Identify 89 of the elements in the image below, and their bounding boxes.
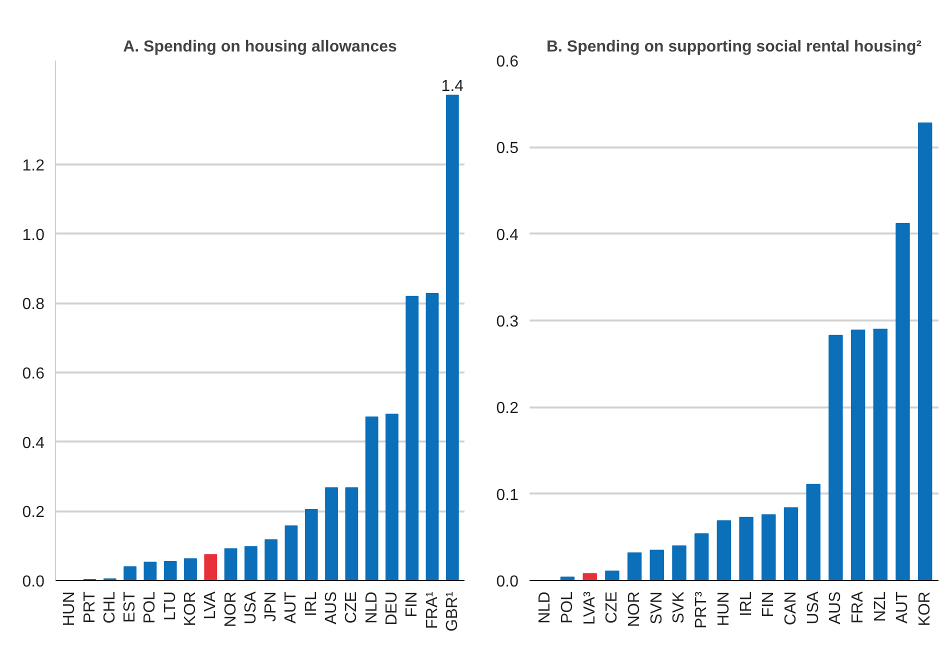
bar [164, 561, 177, 580]
x-tick-label: USA [242, 591, 260, 624]
bar [446, 94, 459, 580]
x-tick-label: IRL [738, 591, 755, 616]
x-tick-label: KOR [182, 592, 199, 626]
bar [582, 573, 597, 580]
y-tick-label: 0.2 [22, 504, 45, 522]
x-tick-label: SVK [670, 591, 688, 624]
x-tick-label: FIN [760, 591, 778, 618]
x-tick-label: AUT [282, 591, 300, 624]
bar [918, 122, 932, 580]
bar [345, 487, 358, 580]
bar [325, 487, 338, 580]
bar [873, 328, 888, 580]
bar [224, 548, 238, 580]
x-tick-label: CZE [604, 592, 621, 624]
bar [650, 550, 664, 580]
chart-title: B. Spending on supporting social rental housing² [546, 38, 922, 56]
y-tick-label: 0.1 [496, 486, 519, 504]
x-tick-label: JPN [262, 591, 280, 622]
x-tick-label: NLD [363, 591, 380, 624]
x-tick-label: NLD [536, 591, 554, 624]
bar [244, 546, 258, 580]
bar [739, 516, 754, 580]
y-tick-label: 1.0 [22, 226, 45, 244]
x-tick-label: CZE [343, 592, 360, 624]
y-tick-label: 0.6 [22, 366, 45, 382]
x-tick-label: PRT [81, 591, 98, 624]
bar [762, 514, 776, 580]
x-tick-label: POL [142, 591, 159, 624]
bar [896, 223, 910, 580]
bar [784, 507, 798, 580]
data-label: 1.4 [441, 78, 464, 96]
bar [627, 552, 642, 580]
x-tick-label: POL [558, 591, 576, 624]
y-tick-label: 0.0 [496, 574, 519, 590]
bar [304, 509, 318, 580]
x-tick-label: HUN [61, 591, 78, 626]
y-tick-label: 0.4 [22, 434, 45, 452]
x-tick-label: DEU [383, 592, 400, 626]
x-tick-label: NOR [222, 591, 240, 628]
bar [716, 520, 732, 580]
x-tick-label: HUN [715, 591, 732, 626]
bar [184, 558, 197, 580]
bar [560, 576, 575, 580]
bar [694, 533, 709, 580]
x-tick-label: NZL [872, 591, 889, 622]
x-tick-label: AUT [894, 591, 912, 624]
x-tick-label: FRA [850, 591, 867, 624]
x-tick-label: EST [122, 591, 139, 623]
x-tick-label: FRA¹ [424, 592, 441, 629]
bar [406, 296, 419, 580]
y-tick-label: 0.8 [22, 296, 45, 314]
bar [828, 334, 843, 580]
x-tick-label: CAN [782, 592, 800, 626]
x-tick-label: FIN [404, 591, 421, 618]
chart-title: A. Spending on housing allowances [123, 38, 397, 56]
y-tick-label: 1.2 [22, 158, 45, 174]
y-tick-label: 0.5 [496, 140, 519, 158]
x-tick-label: LVA³ [581, 590, 598, 625]
x-tick-label: AUS [323, 591, 340, 624]
y-tick-label: 0.0 [22, 574, 45, 590]
x-tick-label: AUS [827, 591, 844, 624]
x-tick-label: NOR [626, 591, 644, 628]
bar [264, 539, 278, 580]
bar [806, 484, 820, 580]
bar [850, 330, 866, 580]
x-tick-label: CHL [101, 591, 118, 624]
x-tick-label: PRT³ [693, 590, 710, 629]
y-tick-label: 0.3 [496, 314, 519, 330]
y-tick-label: 0.6 [496, 54, 519, 70]
bar [284, 525, 298, 580]
bar [386, 414, 398, 580]
x-tick-label: LVA [202, 591, 220, 620]
x-tick-label: KOR [916, 592, 934, 626]
x-tick-label: SVN [648, 591, 666, 624]
x-tick-label: GBR¹ [444, 592, 461, 632]
bar [124, 566, 136, 580]
bar [204, 554, 218, 580]
bar [672, 545, 686, 580]
y-tick-label: 0.4 [496, 226, 519, 244]
x-tick-label: USA [804, 591, 822, 624]
bar [605, 570, 620, 580]
bar [426, 293, 439, 580]
x-tick-label: LTU [162, 591, 179, 621]
bar [144, 562, 157, 580]
y-tick-label: 0.2 [496, 400, 519, 418]
bar [365, 416, 378, 580]
x-tick-label: IRL [302, 591, 320, 616]
